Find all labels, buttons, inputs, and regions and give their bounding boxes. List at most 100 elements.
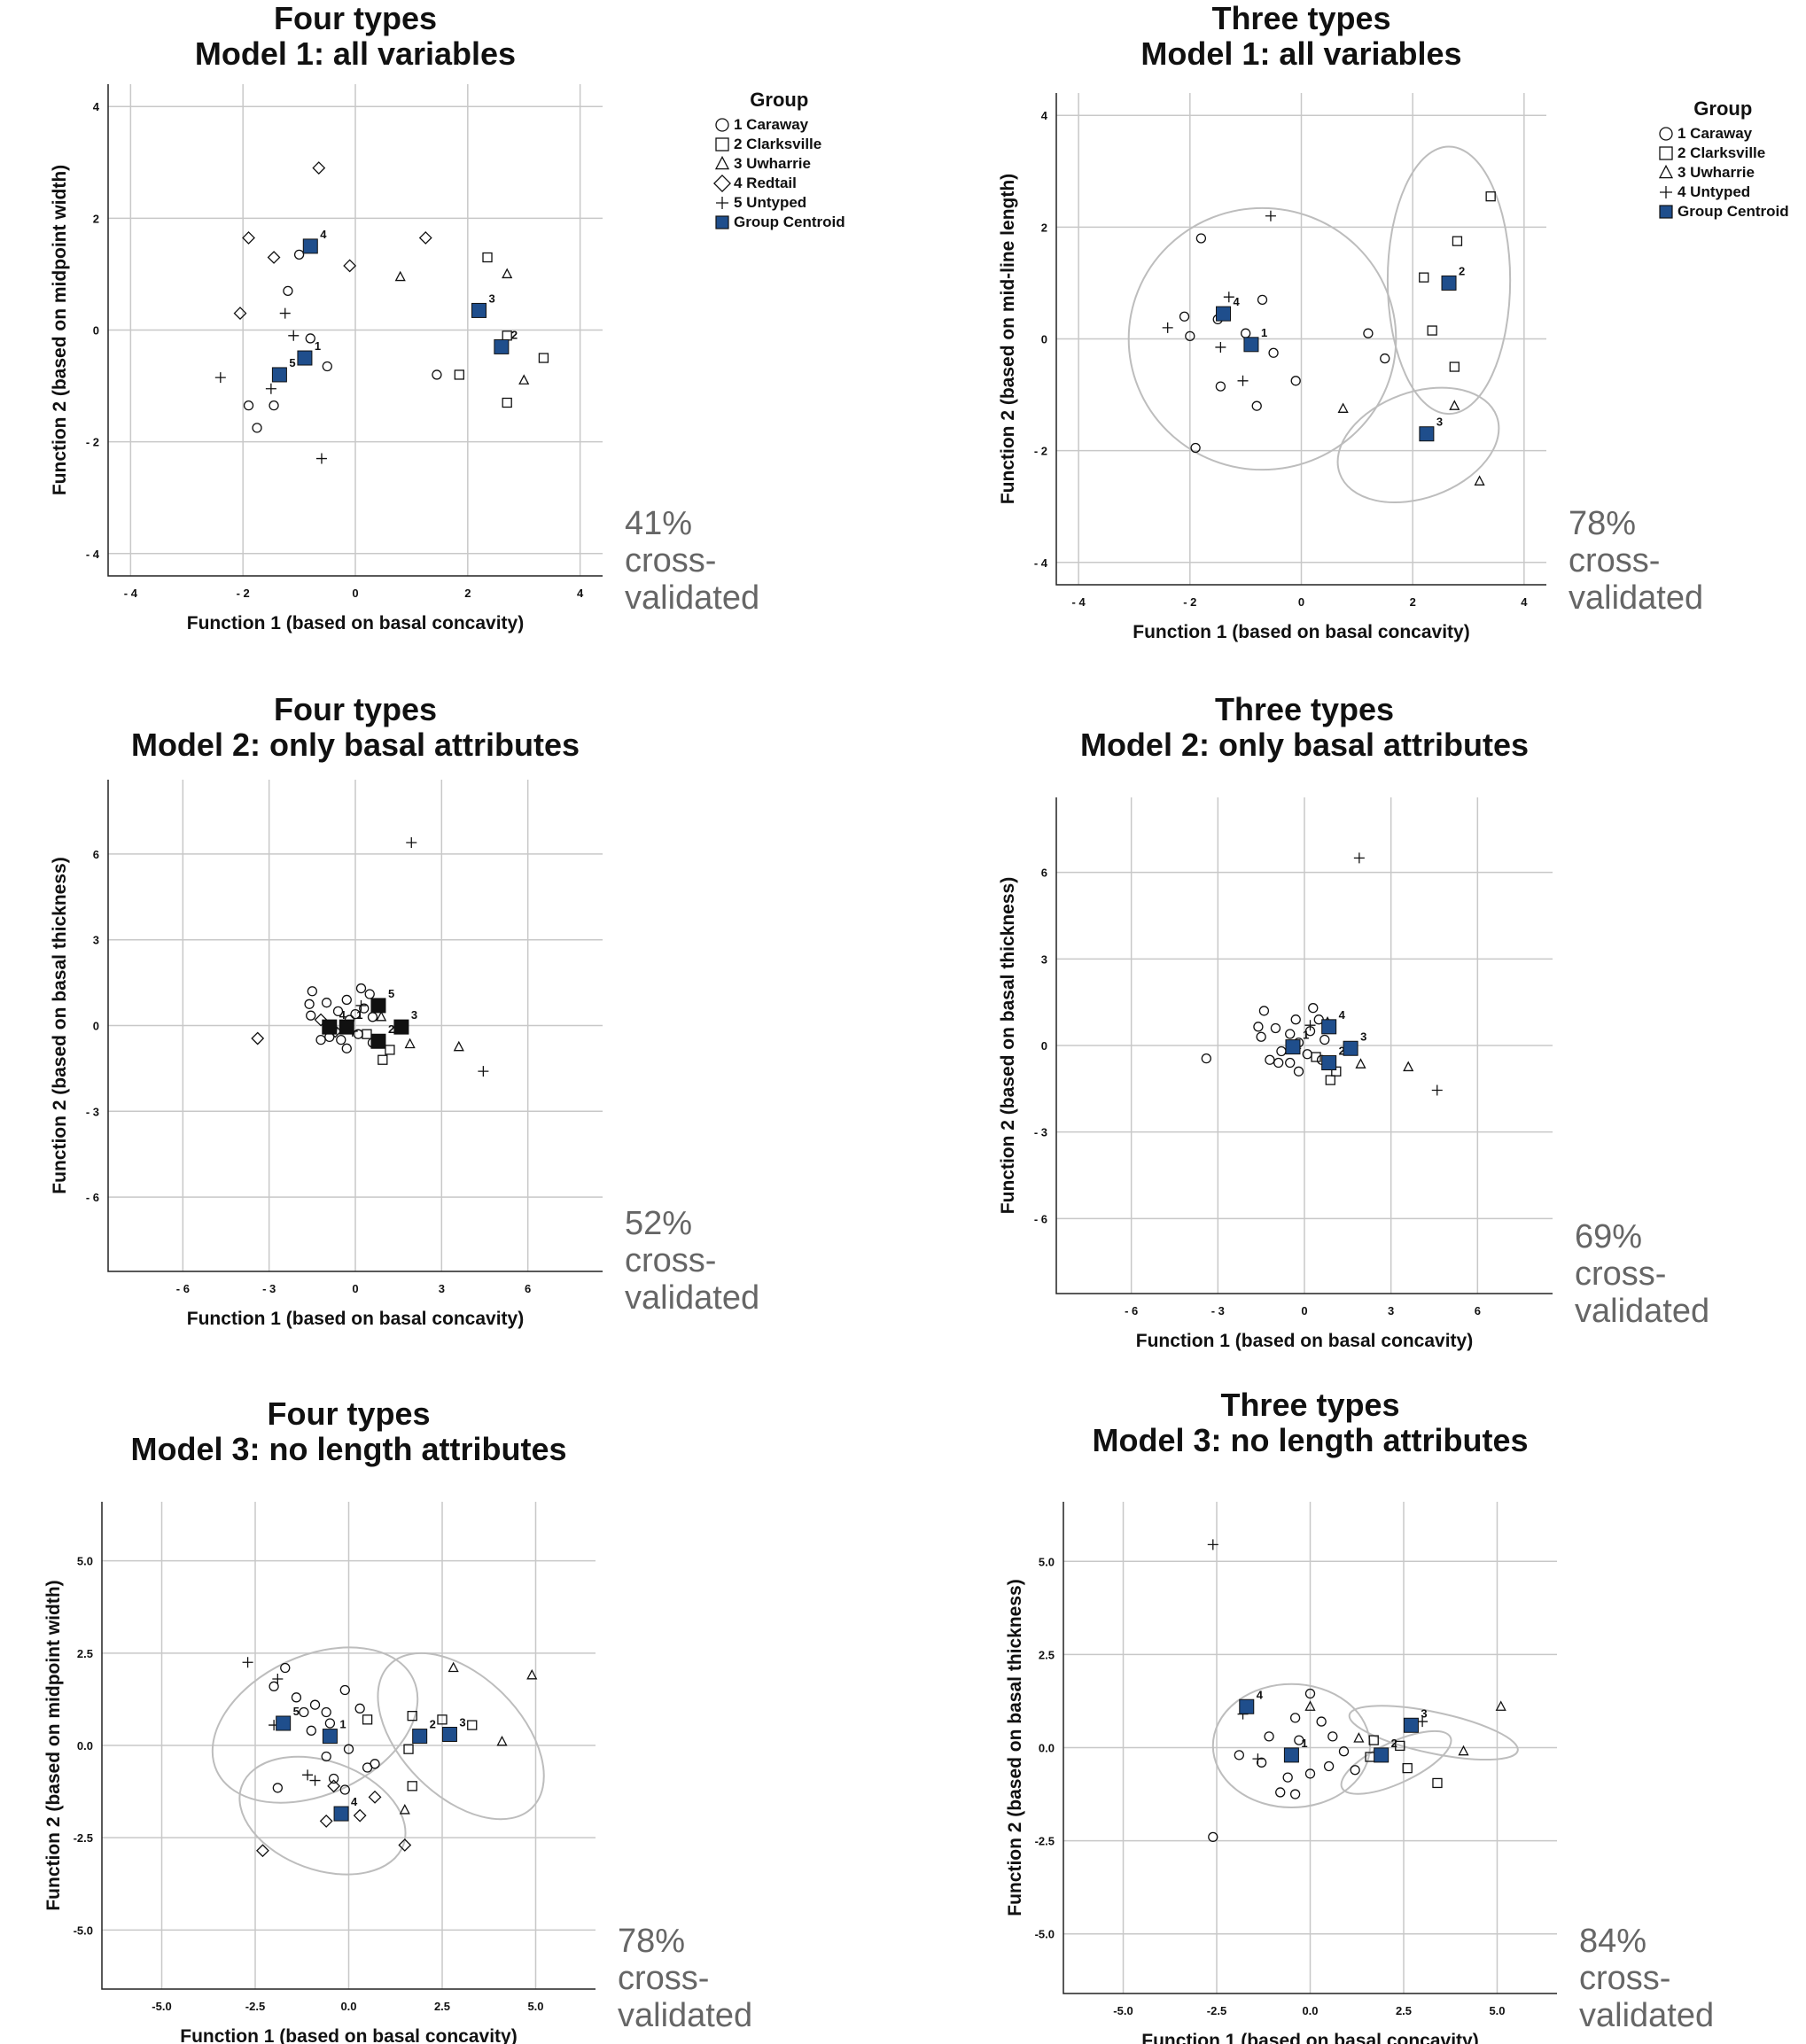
data-point	[478, 1066, 489, 1077]
legend-label: 4 Redtail	[734, 175, 797, 191]
data-point	[362, 1029, 372, 1039]
data-point	[482, 252, 493, 263]
data-point	[1402, 1762, 1413, 1774]
data-point	[432, 369, 442, 380]
x-tick-label: 0	[1301, 1304, 1307, 1317]
group-centroid	[297, 350, 313, 366]
data-point	[538, 353, 549, 363]
plus-marker	[1660, 186, 1672, 198]
data-point	[467, 1720, 478, 1730]
group-centroid	[1321, 1055, 1337, 1071]
y-tick-label: 2	[1041, 221, 1047, 234]
centroid-label: 1	[356, 1008, 362, 1022]
y-tick-label: 4	[93, 100, 100, 113]
data-point	[242, 231, 255, 245]
cross-validation-line: validated	[1575, 1293, 1710, 1330]
cross-validation-note: 52% cross-validated	[625, 1205, 759, 1317]
circle-marker	[715, 118, 729, 132]
data-point	[403, 1744, 414, 1754]
group-centroid	[1243, 337, 1259, 353]
cross-validation-line: 78% cross-	[618, 1923, 710, 1997]
x-axis-label: Function 1 (based on basal concavity)	[187, 613, 524, 633]
legend-label: 1 Caraway	[734, 116, 809, 133]
data-point	[1215, 341, 1226, 353]
data-point	[256, 1844, 269, 1858]
centroid-label: 1	[1261, 326, 1267, 339]
x-tick-label: -5.0	[152, 2000, 171, 2013]
legend-three-types: Group 1 Caraway 2 Clarksville 3 Uwharrie 4 …	[1657, 97, 1789, 221]
data-point	[1258, 1006, 1270, 1016]
centroid-label: 4	[1339, 1008, 1346, 1022]
data-point	[1208, 1831, 1218, 1843]
data-point	[359, 1003, 370, 1014]
legend-item: 5 Untyped	[713, 193, 845, 213]
y-tick-label: - 2	[1034, 445, 1047, 458]
data-point	[1353, 852, 1365, 864]
data-point	[418, 231, 432, 245]
legend-item: 2 Clarksville	[1657, 144, 1789, 163]
data-point	[448, 1661, 459, 1673]
data-point	[267, 251, 281, 264]
square-marker	[1659, 146, 1673, 160]
data-point	[1485, 191, 1496, 202]
panel-four-model3: Four types Model 3: no length attributes 7…	[0, 1387, 752, 2044]
data-point	[269, 1681, 279, 1691]
centroid-label: 5	[289, 356, 295, 369]
x-tick-label: 2.5	[434, 2000, 450, 2013]
data-point	[1234, 1750, 1244, 1760]
chart-title: Three types	[1214, 691, 1395, 727]
legend-marker	[713, 175, 731, 192]
x-tick-label: 0	[352, 1282, 358, 1295]
triangle-marker	[714, 155, 730, 170]
y-tick-label: 3	[1041, 952, 1047, 966]
x-tick-label: - 4	[1072, 595, 1086, 609]
data-point	[368, 1790, 382, 1804]
group-ellipse	[1340, 1729, 1452, 1795]
data-point	[350, 1008, 361, 1020]
data-point	[1264, 1731, 1274, 1742]
cross-validation-line: validated	[618, 1997, 753, 2034]
data-point	[1338, 1746, 1350, 1757]
legend-label: Group Centroid	[734, 214, 845, 230]
y-axis-label: Function 2 (based on mid-line length)	[998, 174, 1018, 504]
y-axis-label: Function 2 (based on basal thickness)	[50, 857, 70, 1193]
legend-item: 1 Caraway	[713, 115, 845, 135]
diamond-marker	[713, 175, 731, 192]
group-ellipse	[377, 1652, 545, 1821]
data-point	[1323, 1760, 1335, 1772]
y-tick-label: -5.0	[74, 1924, 93, 1937]
data-point	[1395, 1740, 1405, 1752]
axes-frame	[1055, 93, 1546, 586]
x-tick-label: 4	[1521, 595, 1528, 609]
data-point	[324, 1718, 336, 1729]
chart-subtitle: Model 1: all variables	[1140, 35, 1462, 72]
group-centroid	[322, 1729, 338, 1745]
x-tick-label: -2.5	[245, 2000, 265, 2013]
cross-validation-line: 52% cross-	[625, 1205, 717, 1279]
data-point	[1256, 1031, 1266, 1042]
data-point	[1293, 1066, 1304, 1076]
legend-label: 3 Uwharrie	[1678, 164, 1755, 181]
data-point	[321, 998, 332, 1008]
panel-three-model3: Three types Model 3: no length attributes…	[939, 1387, 1714, 2044]
circle-marker	[1659, 127, 1673, 141]
axes-frame	[1063, 1502, 1557, 1994]
data-point	[526, 1668, 538, 1680]
data-point	[1223, 291, 1234, 303]
x-tick-label: - 3	[1211, 1304, 1225, 1317]
x-tick-label: -2.5	[1207, 2004, 1226, 2017]
chart-title: Four types	[267, 1395, 431, 1432]
group-centroid	[1239, 1698, 1255, 1714]
data-point	[1427, 325, 1437, 336]
data-point	[1256, 1757, 1267, 1768]
legend-marker	[715, 137, 729, 152]
legend-item: 3 Uwharrie	[713, 154, 845, 174]
data-point	[1355, 1058, 1366, 1069]
data-point	[453, 1040, 464, 1052]
axes-frame	[1055, 797, 1553, 1294]
y-axis-label: Function 2 (based on midpoint width)	[43, 1580, 64, 1910]
x-axis-label: Function 1 (based on basal concavity)	[187, 1309, 524, 1329]
x-axis-label: Function 1 (based on basal concavity)	[1136, 1331, 1473, 1351]
group-centroid	[271, 367, 287, 383]
scatter-plot: - 4 - 2 0 2 4 - 4 - 2 0 2 4 Function 1 (based on b…	[998, 93, 1546, 642]
